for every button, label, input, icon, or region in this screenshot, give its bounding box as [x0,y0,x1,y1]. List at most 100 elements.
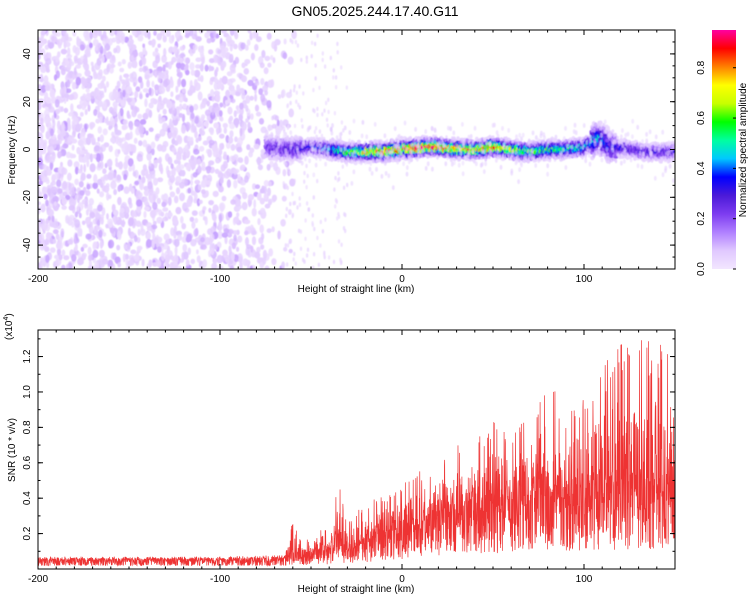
heat-noise-cell [233,234,237,242]
heat-noise-cell [162,242,169,250]
heat-noise-cell [287,124,290,129]
heat-noise-cell [245,95,251,104]
heat-noise-cell [310,54,313,59]
heat-noise-cell [121,137,127,142]
heat-noise-cell [146,145,152,152]
heat-noise-cell [131,30,137,36]
heat-noise-cell [155,54,161,64]
heat-noise-cell [142,43,146,48]
heat-noise-cell [178,113,184,118]
heat-noise-cell [158,77,162,83]
heat-noise-cell [334,75,338,80]
heat-noise-cell [92,241,98,248]
heat-noise-cell [74,243,78,252]
heat-noise-cell [316,178,319,184]
heat-noise-cell [99,191,105,198]
heat-noise-cell [133,82,137,87]
heat-noise-cell [298,202,302,207]
heat-noise-cell [311,221,314,226]
heat-noise-cell [89,153,93,163]
heat-noise-cell [162,207,169,212]
heat-noise-cell [86,173,92,179]
heat-noise-cell [237,235,243,243]
heat-noise-cell [96,219,101,227]
heat-noise-cell [156,216,163,224]
heat-noise-cell [94,45,99,51]
heat-noise-cell [171,147,177,154]
heat-noise-cell [96,188,100,194]
heat-noise-cell [139,156,143,162]
heat-noise-cell [186,108,190,116]
heat-noise-cell [49,247,56,254]
heat-noise-cell [230,98,236,104]
heat-noise-cell [122,80,126,87]
heat-noise-cell [85,216,91,225]
heat-noise-cell [129,125,134,131]
heat-noise-cell [56,241,62,250]
heat-noise-cell [99,45,104,55]
heat-noise-cell [155,187,160,195]
heat-noise-cell [117,111,121,120]
heat-noise-cell [128,166,133,172]
heat-noise-cell [186,150,191,157]
heat-noise-cell [210,247,215,256]
heat-noise-cell [196,159,202,165]
heat-noise-cell [213,122,219,129]
heat-noise-cell [43,115,50,124]
heat-noise-cell [116,174,121,181]
heat-noise-cell [43,224,48,232]
heat-noise-cell [285,262,289,267]
heat-noise-cell [306,247,310,252]
heat-noise-cell [122,253,126,263]
heat-noise-cell [216,254,223,264]
heat-noise-cell [126,85,132,95]
heat-noise-cell [62,30,67,36]
heat-noise-cell [297,102,300,108]
heat-noise-cell [229,64,236,73]
heat-noise-cell [102,128,108,136]
heat-noise-cell [208,207,212,213]
heat-noise-cell [247,246,251,256]
heat-noise-cell [179,45,185,51]
heat-noise-cell [152,220,157,226]
heat-noise-cell [156,33,163,41]
heat-noise-cell [267,62,272,68]
heat-noise-cell [127,61,132,69]
heat-noise-cell [185,30,191,34]
heat-noise-cell [45,97,52,104]
heat-noise-cell [74,178,79,186]
heat-noise-cell [213,258,218,264]
heat-noise-cell [193,148,200,155]
heat-noise-cell [55,139,61,145]
heat-noise-cell [305,253,309,258]
heat-noise-cell [178,35,183,41]
heat-noise-cell [291,191,294,197]
heat-noise-cell [286,104,289,109]
heat-noise-cell [270,54,274,61]
heat-noise-cell [129,35,133,40]
heat-noise-cell [111,131,115,137]
heat-noise-cell [260,244,265,250]
heat-noise-cell [160,166,164,175]
heat-noise-cell [80,172,86,181]
heat-noise-cell [42,66,46,73]
heat-noise-cell [170,126,175,133]
heat-noise-cell [101,55,105,64]
heat-noise-cell [240,42,246,50]
heat-noise-cell [267,79,274,89]
heat-noise-cell [140,30,145,36]
heat-noise-cell [217,49,222,54]
heat-noise-cell [208,49,214,55]
heat-noise-cell [91,154,97,159]
heat-noise-cell [105,223,109,229]
heat-noise-cell [233,154,239,160]
heat-noise-cell [205,180,211,186]
heat-noise-cell [60,228,65,237]
heat-noise-cell [98,249,105,258]
heat-noise-cell [38,262,41,269]
heat-noise-cell [152,193,156,202]
heat-noise-cell [92,31,98,39]
heat-noise-cell [61,264,66,269]
heat-noise-cell [97,126,103,134]
heat-noise-cell [318,129,322,134]
